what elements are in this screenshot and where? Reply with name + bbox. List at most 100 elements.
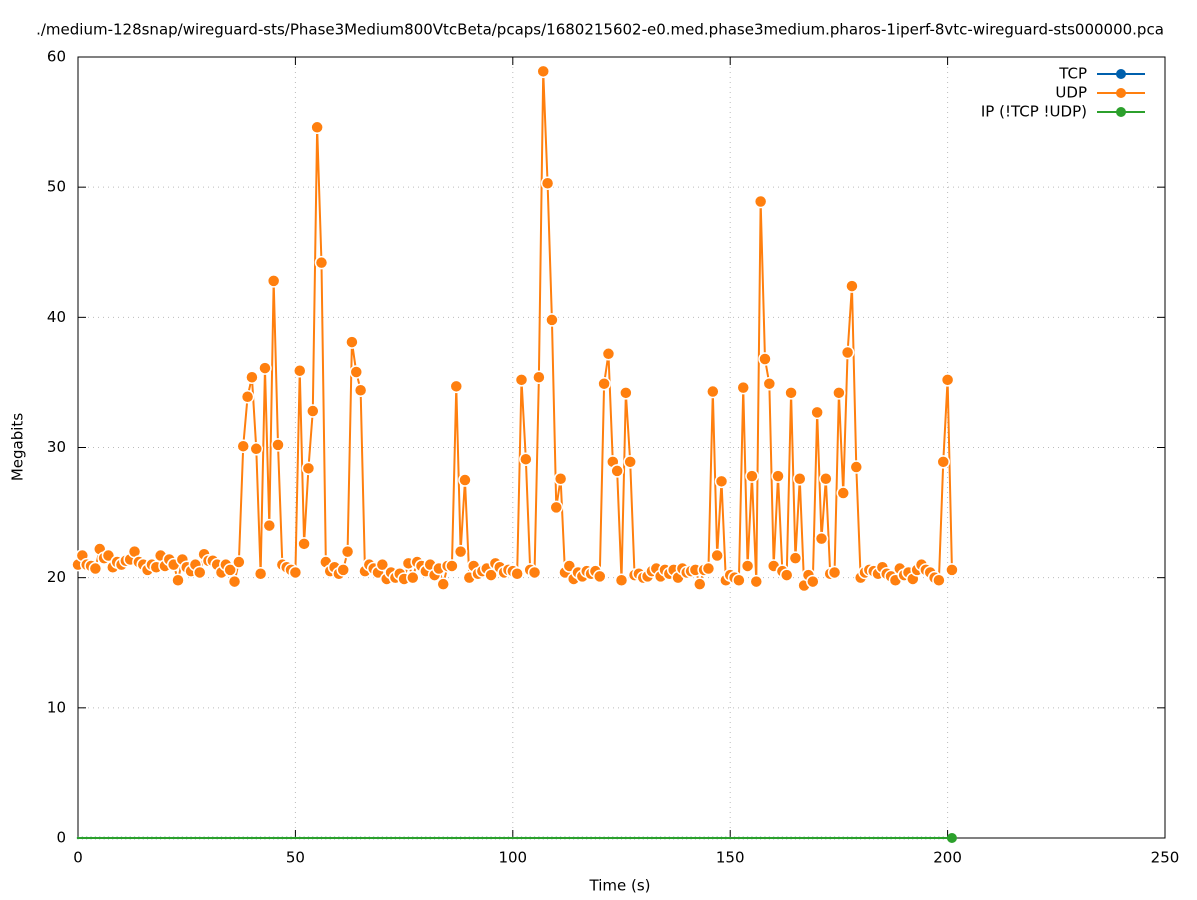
series-point (445, 559, 459, 573)
series-point (758, 352, 772, 366)
series-point (771, 469, 785, 483)
series-point (459, 836, 462, 840)
series-point (715, 836, 719, 840)
x-tick-label: 50 (286, 849, 305, 867)
series-point (806, 574, 820, 589)
series-point (262, 518, 277, 533)
series-point (485, 836, 488, 840)
series-line (77, 71, 953, 589)
series-point (411, 836, 414, 840)
series-point (315, 836, 319, 840)
x-tick-label: 250 (1151, 849, 1180, 867)
series-point (202, 836, 206, 840)
series-point (263, 836, 267, 840)
series-point (292, 363, 307, 378)
x-tick-label: 200 (933, 849, 962, 867)
series-point (472, 836, 475, 840)
legend-marker (1116, 69, 1126, 79)
series-point (494, 836, 497, 840)
series-point (510, 567, 524, 581)
series-point (779, 568, 794, 582)
series-point (568, 836, 571, 840)
series-point (911, 836, 915, 840)
series-point (659, 836, 662, 840)
series-point (724, 836, 728, 840)
series-point (732, 573, 746, 588)
y-tick-label: 60 (47, 48, 66, 66)
series-point (159, 836, 162, 840)
series-point (192, 565, 207, 580)
series-point (298, 836, 301, 840)
series-point (333, 836, 336, 840)
series-point (249, 442, 264, 456)
series-point (685, 836, 688, 840)
series-point (702, 836, 706, 840)
series-point (768, 836, 771, 840)
series-point (581, 836, 584, 840)
series-point (585, 836, 588, 840)
series-point (789, 836, 793, 840)
series-point (297, 537, 311, 551)
series-point (142, 836, 145, 840)
series-point (624, 836, 628, 840)
series-point (307, 836, 310, 840)
series-point (753, 194, 768, 209)
x-tick-label: 0 (73, 849, 83, 867)
series-point (311, 836, 314, 840)
series-point (681, 836, 684, 840)
series-point (594, 836, 597, 840)
series-point (537, 836, 541, 840)
series-point (555, 836, 558, 840)
y-axis-label: Megabits (9, 413, 27, 481)
series-point (701, 561, 716, 576)
series-point (394, 836, 397, 840)
series-point (836, 486, 850, 500)
series-point (740, 559, 755, 573)
series-point (137, 836, 141, 840)
series-point (353, 383, 368, 397)
series-point (133, 836, 136, 840)
series-point (250, 836, 254, 840)
series-point (424, 836, 428, 840)
series-point (542, 836, 545, 840)
series-point (189, 836, 193, 840)
series-point (368, 836, 371, 840)
series-point (107, 836, 110, 840)
series-point (76, 836, 80, 840)
series-point (442, 836, 445, 840)
series-point (937, 836, 941, 840)
series-point (463, 836, 467, 840)
legend-label: TCP (1058, 65, 1087, 83)
series-point (628, 836, 632, 840)
series-point (876, 836, 880, 840)
series-point (829, 836, 832, 840)
chart-title: ./medium-128snap/wireguard-sts/Phase3Med… (36, 21, 1164, 39)
series-point (88, 561, 103, 576)
series-point (407, 836, 410, 840)
series-point (763, 836, 767, 840)
series-point (242, 836, 245, 840)
series-point (894, 836, 897, 840)
series-point (433, 836, 436, 840)
series-point (762, 376, 777, 391)
series-point (946, 833, 957, 843)
series-point (236, 439, 250, 453)
series-point (449, 379, 464, 394)
series-point (476, 836, 480, 840)
series-point (710, 548, 724, 563)
series-point (285, 836, 288, 840)
series-point (98, 836, 101, 840)
series-point (745, 469, 759, 483)
series-point (788, 551, 803, 565)
series-point (572, 836, 575, 840)
series-point (545, 313, 559, 327)
x-tick-label: 150 (716, 849, 745, 867)
series-point (936, 455, 951, 469)
series-point (807, 836, 810, 840)
series-point (246, 836, 249, 840)
series-point (601, 347, 616, 361)
series-point (294, 836, 297, 840)
series-point (837, 836, 841, 840)
series-point (519, 452, 533, 466)
